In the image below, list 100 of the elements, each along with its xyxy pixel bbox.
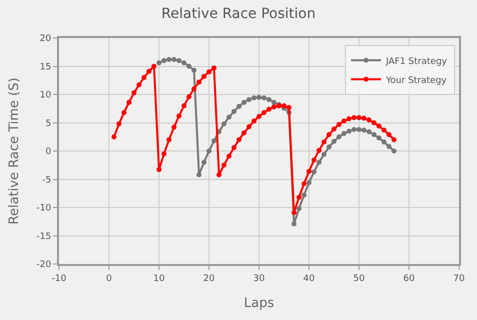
y-axis-title: Relative Race Time (S)	[6, 78, 22, 224]
x-tick-label: 40	[303, 274, 315, 284]
y-tick-label: 5	[45, 118, 52, 129]
y-tick-label: -20	[36, 260, 52, 270]
point	[242, 130, 246, 136]
point	[196, 172, 202, 178]
y-tick-label: 15	[40, 62, 52, 72]
point	[316, 160, 322, 165]
y-tick-label: 10	[40, 90, 52, 101]
point	[302, 192, 306, 198]
point	[176, 113, 182, 118]
point	[236, 137, 242, 142]
point	[326, 144, 332, 150]
point	[162, 151, 166, 156]
point	[286, 105, 292, 110]
point	[206, 69, 212, 74]
point	[266, 106, 272, 112]
point	[232, 145, 236, 150]
point	[156, 60, 162, 66]
point	[192, 68, 196, 73]
point	[202, 74, 206, 79]
y-tick-label: 0	[45, 147, 52, 158]
point	[336, 122, 342, 127]
point	[392, 137, 396, 142]
point	[116, 121, 122, 126]
y-tick-label: 20	[40, 34, 52, 44]
point	[182, 103, 186, 108]
point	[156, 167, 162, 172]
point	[312, 169, 316, 174]
point	[282, 103, 286, 108]
point	[392, 148, 396, 154]
point	[366, 129, 372, 134]
point	[172, 124, 176, 130]
point	[306, 180, 312, 186]
point	[356, 127, 362, 132]
point	[256, 94, 262, 100]
chart-title: Relative Race Position	[161, 6, 316, 22]
point	[166, 56, 172, 62]
x-tick-label: 50	[353, 274, 365, 284]
point	[382, 139, 386, 144]
point	[222, 162, 226, 168]
point	[356, 115, 362, 120]
point	[172, 56, 176, 62]
point	[332, 126, 336, 132]
point	[376, 124, 382, 129]
y-tick-label: -5	[42, 175, 52, 186]
point	[302, 181, 306, 186]
point	[272, 104, 276, 110]
point	[186, 64, 192, 69]
point	[382, 128, 386, 133]
point	[142, 75, 146, 80]
point	[246, 97, 252, 102]
point	[192, 86, 196, 92]
point	[112, 134, 116, 140]
point	[152, 64, 156, 69]
point	[146, 68, 152, 74]
point	[352, 127, 356, 132]
x-tick-label: 0	[106, 274, 112, 284]
point	[246, 124, 252, 130]
point	[346, 116, 352, 122]
point	[306, 168, 312, 174]
point	[252, 118, 256, 124]
point	[226, 154, 232, 159]
point	[272, 100, 276, 105]
point	[346, 128, 352, 134]
point	[326, 132, 332, 138]
y-tick-label: -10	[36, 204, 52, 214]
point	[232, 108, 236, 114]
point	[262, 95, 266, 100]
y-tick-label: -15	[36, 232, 52, 242]
point	[206, 148, 212, 154]
point	[342, 130, 346, 136]
point	[212, 138, 216, 144]
point	[166, 137, 172, 142]
point	[342, 118, 346, 124]
point	[336, 134, 342, 140]
point	[376, 136, 382, 141]
point	[182, 60, 186, 66]
point	[386, 132, 392, 138]
point	[352, 115, 356, 120]
point	[176, 58, 182, 64]
point	[292, 221, 296, 226]
x-tick-label: -10	[52, 274, 67, 284]
x-tick-label: 10	[153, 274, 165, 284]
point	[322, 139, 326, 144]
x-tick-label: 70	[453, 274, 465, 284]
point	[266, 97, 272, 102]
x-tick-label: 20	[203, 274, 215, 284]
point	[386, 144, 392, 149]
point	[226, 114, 232, 120]
point	[362, 116, 366, 121]
point	[126, 100, 132, 105]
point	[162, 58, 166, 64]
x-axis-title: Laps	[244, 296, 274, 311]
point	[322, 152, 326, 157]
point	[122, 110, 126, 116]
point	[332, 138, 336, 144]
point	[242, 100, 246, 105]
x-tick-label: 30	[253, 274, 265, 284]
legend-label: Your Strategy	[385, 76, 448, 86]
